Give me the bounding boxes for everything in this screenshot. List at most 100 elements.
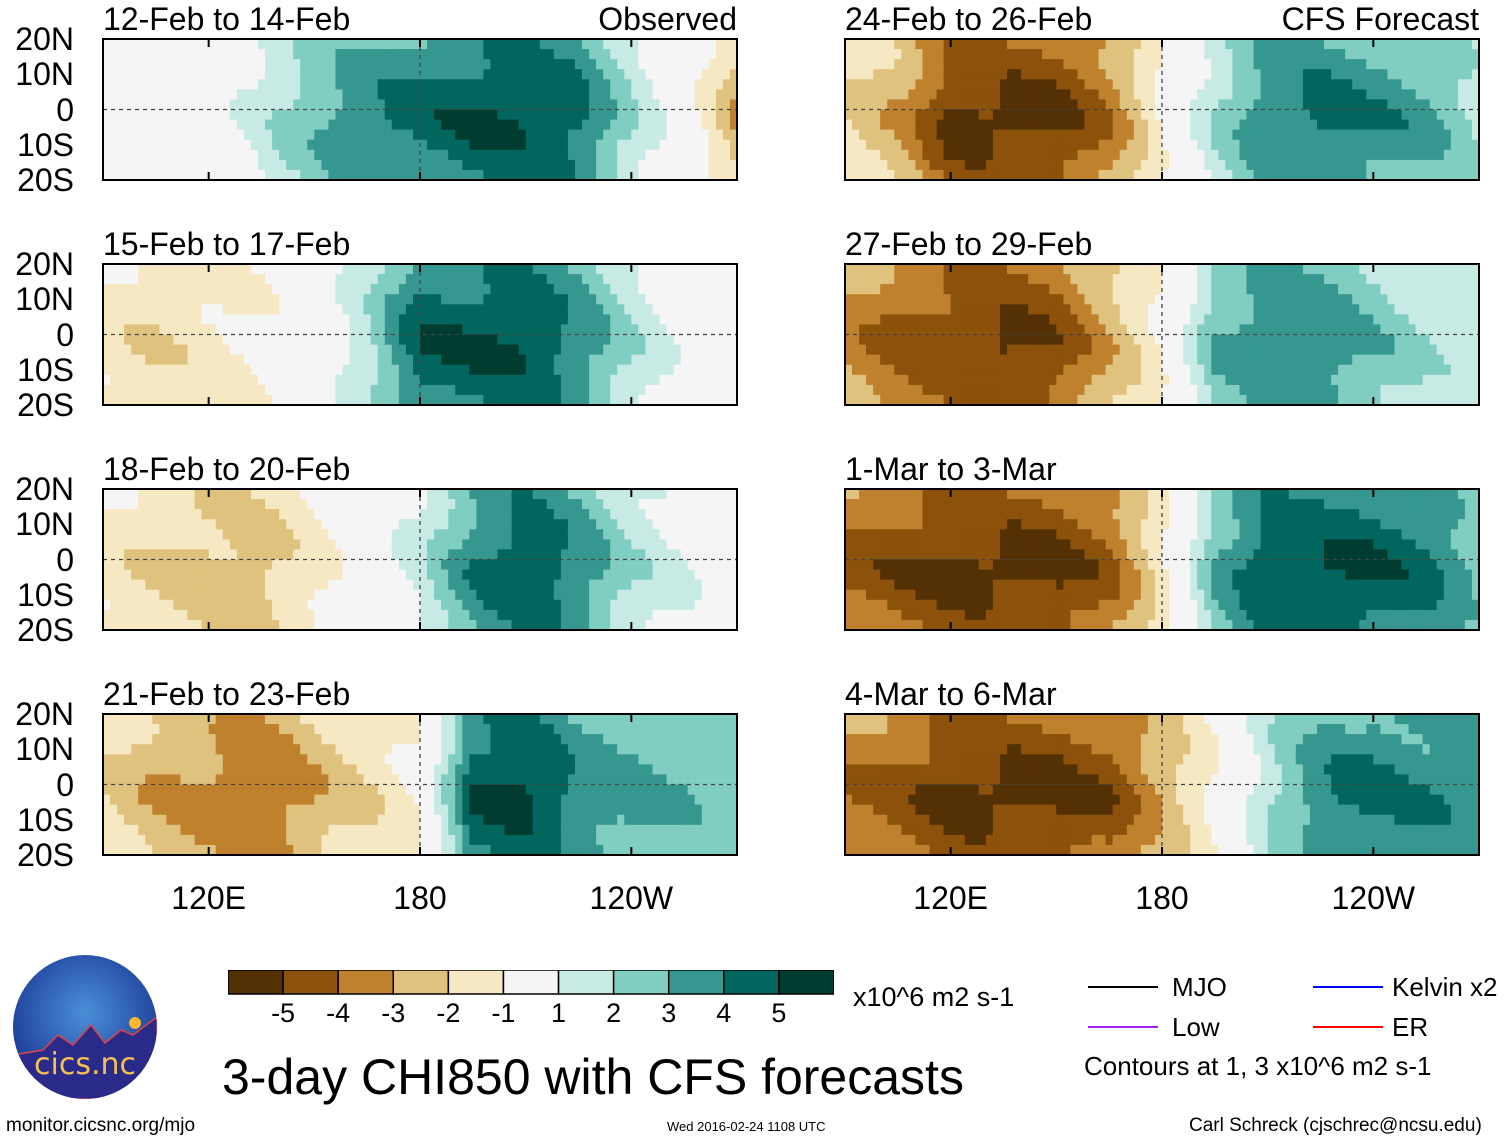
anomaly-cell (342, 539, 351, 551)
anomaly-cell (145, 519, 153, 530)
anomaly-cell (335, 609, 344, 621)
anomaly-cell (659, 374, 668, 386)
anomaly-cell (659, 334, 668, 346)
anomaly-cell (420, 824, 428, 836)
anomaly-cell (335, 774, 344, 786)
anomaly-cell (180, 129, 189, 141)
anomaly-cell (701, 364, 710, 376)
anomaly-cell (215, 589, 224, 601)
anomaly-cell (631, 794, 639, 806)
anomaly-cell (222, 284, 231, 295)
anomaly-cell (575, 364, 583, 376)
anomaly-cell (370, 509, 379, 520)
anomaly-cell (272, 509, 280, 520)
anomaly-cell (222, 499, 231, 510)
anomaly-cell (624, 509, 632, 520)
anomaly-cell (110, 599, 118, 611)
anomaly-cell (300, 384, 308, 396)
anomaly-cell (328, 384, 336, 396)
anomaly-cell (624, 724, 632, 735)
anomaly-cell (229, 619, 238, 631)
anomaly-cell (110, 49, 118, 60)
anomaly-cell (152, 169, 160, 181)
anomaly-cell (631, 519, 639, 530)
anomaly-cell (145, 509, 153, 520)
anomaly-cell (497, 169, 506, 181)
anomaly-cell (194, 344, 203, 356)
anomaly-cell (624, 519, 632, 530)
anomaly-cell (448, 489, 456, 500)
anomaly-cell (236, 529, 245, 540)
anomaly-cell (215, 334, 224, 346)
anomaly-cell (265, 284, 273, 295)
anomaly-cell (103, 139, 111, 151)
anomaly-cell (567, 804, 576, 816)
anomaly-cell (124, 274, 132, 285)
anomaly-cell (476, 344, 484, 356)
anomaly-cell (420, 294, 428, 305)
anomaly-cell (525, 49, 534, 60)
anomaly-cell (173, 314, 181, 326)
anomaly-cell (722, 519, 731, 530)
anomaly-cell (243, 314, 252, 326)
anomaly-cell (166, 619, 174, 631)
anomaly-cell (427, 169, 435, 181)
anomaly-cell (159, 804, 167, 816)
anomaly-cell (701, 99, 710, 111)
anomaly-cell (427, 79, 435, 90)
anomaly-cell (370, 334, 379, 346)
anomaly-cell (110, 344, 118, 356)
anomaly-cell (546, 384, 555, 396)
anomaly-cell (631, 579, 639, 591)
anomaly-cell (511, 549, 520, 561)
anomaly-cell (476, 69, 484, 80)
anomaly-cell (687, 89, 696, 101)
anomaly-cell (413, 774, 421, 786)
anomaly-cell (434, 589, 442, 601)
anomaly-cell (490, 589, 498, 601)
anomaly-cell (173, 49, 181, 60)
anomaly-cell (166, 159, 174, 171)
anomaly-cell (173, 99, 181, 111)
anomaly-cell (258, 149, 266, 161)
anomaly-cell (117, 264, 125, 275)
anomaly-cell (103, 804, 111, 816)
anomaly-cell (194, 774, 203, 786)
anomaly-cell (103, 774, 111, 786)
anomaly-cell (194, 509, 203, 520)
anomaly-cell (589, 764, 597, 776)
anomaly-cell (145, 334, 153, 346)
anomaly-cell (694, 89, 703, 101)
anomaly-cell (398, 824, 407, 836)
anomaly-cell (582, 824, 590, 836)
anomaly-cell (215, 374, 224, 386)
anomaly-cell (103, 159, 111, 171)
anomaly-cell (476, 274, 484, 285)
anomaly-cell (279, 109, 287, 121)
anomaly-cell (659, 599, 668, 611)
anomaly-cell (448, 59, 456, 70)
anomaly-cell (469, 519, 477, 530)
anomaly-cell (539, 119, 548, 131)
anomaly-cell (370, 489, 379, 500)
anomaly-cell (208, 569, 217, 581)
anomaly-cell (222, 354, 231, 366)
anomaly-cell (617, 354, 625, 366)
anomaly-cell (173, 559, 181, 571)
anomaly-cell (328, 274, 336, 285)
anomaly-cell (103, 129, 111, 141)
anomaly-cell (272, 89, 280, 101)
anomaly-cell (730, 169, 738, 181)
anomaly-cell (610, 774, 618, 786)
anomaly-cell (159, 39, 167, 50)
anomaly-cell (539, 39, 548, 50)
anomaly-cell (342, 284, 351, 295)
anomaly-cell (166, 169, 174, 181)
anomaly-cell (469, 794, 477, 806)
anomaly-cell (356, 119, 365, 131)
anomaly-cell (272, 734, 280, 745)
anomaly-cell (673, 784, 682, 796)
anomaly-cell (243, 264, 252, 275)
anomaly-cell (532, 724, 541, 735)
anomaly-cell (680, 304, 689, 315)
